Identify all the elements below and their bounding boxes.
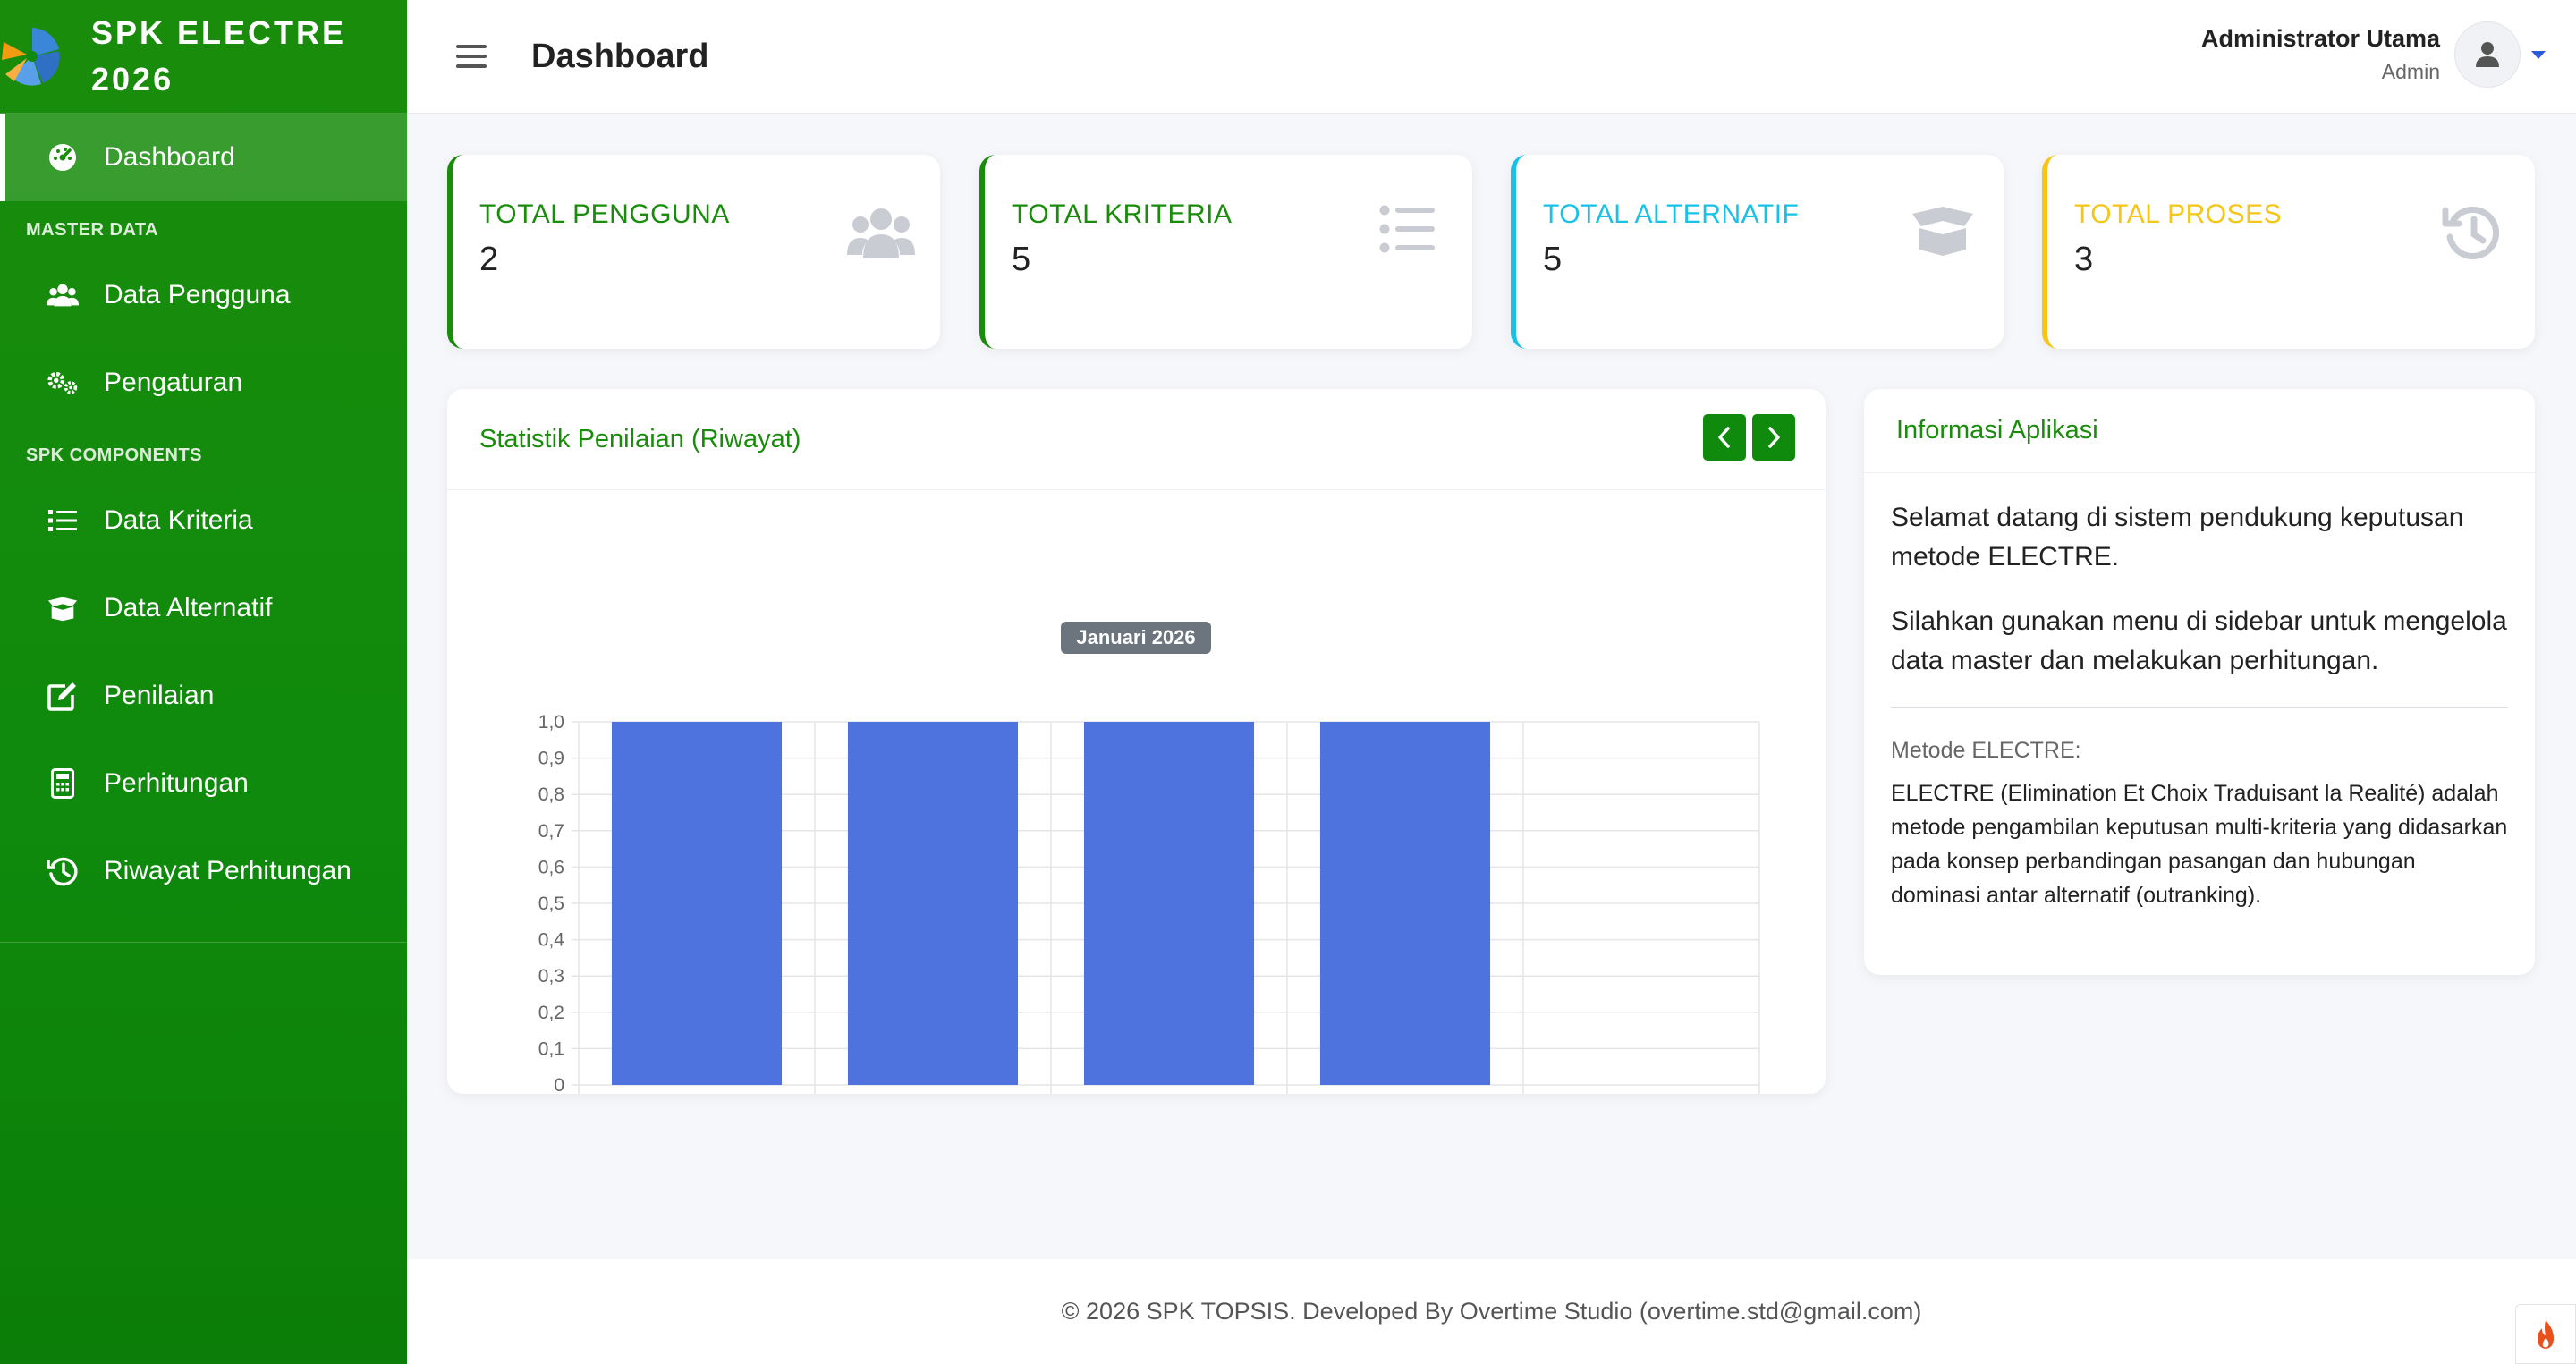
gears-icon [47, 367, 79, 399]
sidebar-item-label: Pengaturan [104, 368, 243, 397]
y-tick-label: 0,7 [538, 821, 564, 842]
edit-icon [47, 680, 79, 712]
sidebar-item-data-kriteria[interactable]: Data Kriteria [0, 477, 407, 564]
sidebar: SPK ELECTRE 2026 Dashboard MASTER DATA D… [0, 0, 407, 1364]
sidebar-item-riwayat[interactable]: Riwayat Perhitungan [0, 827, 407, 915]
y-tick-label: 0,8 [538, 784, 564, 805]
y-tick-label: 1,0 [538, 712, 564, 733]
stat-card-pengguna: TOTAL PENGGUNA 2 [447, 155, 940, 349]
chevron-left-icon [1718, 427, 1730, 448]
calculator-icon [47, 767, 79, 800]
box-open-icon [47, 592, 79, 624]
brand-year: 2026 [91, 61, 174, 97]
history-icon [47, 855, 79, 887]
hamburger-menu-icon[interactable] [456, 43, 490, 70]
chart-card: Statistik Penilaian (Riwayat) Januari 20… [447, 389, 1826, 1094]
user-menu[interactable]: Administrator Utama Admin [2201, 21, 2546, 88]
user-role: Admin [2381, 60, 2440, 83]
stat-label: TOTAL PROSES [2074, 199, 2283, 229]
page-title: Dashboard [531, 37, 709, 75]
user-icon [2476, 42, 2499, 67]
bar [611, 722, 783, 1085]
y-tick-label: 0,4 [538, 930, 565, 951]
box-open-icon [1911, 205, 1979, 266]
sidebar-item-label: Data Alternatif [104, 593, 273, 623]
logo-icon [0, 24, 64, 89]
sidebar-divider [0, 942, 407, 943]
divider [1891, 707, 2508, 708]
prev-button[interactable] [1703, 414, 1746, 461]
stat-label: TOTAL PENGGUNA [479, 199, 730, 229]
stat-card-kriteria: TOTAL KRITERIA 5 [979, 155, 1472, 349]
brand-name: SPK ELECTRE [91, 14, 347, 51]
bar [847, 722, 1019, 1085]
info-subheading: Metode ELECTRE: [1891, 738, 2081, 763]
fire-icon[interactable] [2515, 1304, 2576, 1364]
section-heading-master: MASTER DATA [26, 220, 159, 240]
users-icon [47, 279, 79, 311]
next-button[interactable] [1752, 414, 1795, 461]
chart-card-title: Statistik Penilaian (Riwayat) [479, 424, 801, 453]
y-tick-label: 0 [554, 1075, 564, 1094]
footer-text: © 2026 SPK TOPSIS. Developed By Overtime… [1061, 1298, 1922, 1325]
y-tick-label: 0,2 [538, 1003, 564, 1023]
avatar[interactable] [2454, 21, 2521, 88]
gauge-icon [47, 141, 79, 174]
stat-value: 2 [479, 241, 499, 278]
chart-title-badge [1061, 622, 1211, 654]
footer: © 2026 SPK TOPSIS. Developed By Overtime… [407, 1259, 2576, 1364]
sidebar-item-data-alternatif[interactable]: Data Alternatif [0, 564, 407, 652]
stat-value: 5 [1543, 241, 1563, 278]
y-tick-label: 0,3 [538, 966, 564, 987]
y-tick-label: 0,1 [538, 1038, 564, 1059]
sidebar-item-pengaturan[interactable]: Pengaturan [0, 339, 407, 427]
bar [1083, 722, 1255, 1085]
sidebar-item-dashboard[interactable]: Dashboard [0, 114, 407, 201]
sidebar-item-label: Dashboard [104, 142, 235, 172]
stat-label: TOTAL KRITERIA [1012, 199, 1233, 229]
section-heading-spk: SPK COMPONENTS [26, 445, 203, 465]
stat-value: 5 [1012, 241, 1031, 278]
topbar: Dashboard Administrator Utama Admin [407, 0, 2576, 114]
info-card: Informasi Aplikasi Selamat datang di sis… [1864, 389, 2535, 975]
stat-value: 3 [2074, 241, 2094, 278]
history-icon [2442, 205, 2510, 266]
sidebar-item-data-pengguna[interactable]: Data Pengguna [0, 251, 407, 339]
info-paragraph-welcome: Selamat datang di sistem pendukung keput… [1891, 503, 2464, 572]
y-tick-label: 0,5 [538, 894, 564, 914]
info-card-title: Informasi Aplikasi [1896, 416, 2098, 445]
user-name: Administrator Utama [2200, 25, 2440, 52]
sidebar-item-perhitungan[interactable]: Perhitungan [0, 740, 407, 827]
chart-title: Januari 2026 [1076, 626, 1195, 648]
bar-chart: Januari 2026 0 0,1 0,2 0,3 0,4 0,5 0,6 0,7 0,8 0,9… [538, 622, 1760, 1094]
info-description: ELECTRE (Elimination Et Choix Traduisant… [1891, 781, 2508, 908]
bar [1319, 722, 1491, 1085]
sidebar-item-penilaian[interactable]: Penilaian [0, 652, 407, 740]
sidebar-item-label: Data Kriteria [104, 505, 253, 535]
list-icon [1379, 205, 1447, 266]
sidebar-item-label: Penilaian [104, 681, 215, 710]
chart-card-header: Statistik Penilaian (Riwayat) [447, 389, 1826, 490]
stat-card-alternatif: TOTAL ALTERNATIF 5 [1511, 155, 2004, 349]
list-icon [47, 504, 79, 537]
stat-card-proses: TOTAL PROSES 3 [2042, 155, 2535, 349]
sidebar-item-label: Data Pengguna [104, 280, 291, 309]
sidebar-item-label: Riwayat Perhitungan [104, 856, 352, 885]
users-icon [847, 205, 915, 266]
brand[interactable]: SPK ELECTRE 2026 [0, 0, 407, 114]
chevron-down-icon[interactable] [2531, 50, 2546, 59]
chevron-right-icon [1768, 427, 1780, 448]
info-paragraph-instructions: Silahkan gunakan menu di sidebar untuk m… [1891, 606, 2507, 675]
info-card-header: Informasi Aplikasi [1864, 389, 2535, 473]
y-tick-label: 0,6 [538, 857, 564, 877]
stat-label: TOTAL ALTERNATIF [1543, 199, 1800, 229]
y-tick-label: 0,9 [538, 749, 564, 769]
sidebar-item-label: Perhitungan [104, 768, 249, 798]
